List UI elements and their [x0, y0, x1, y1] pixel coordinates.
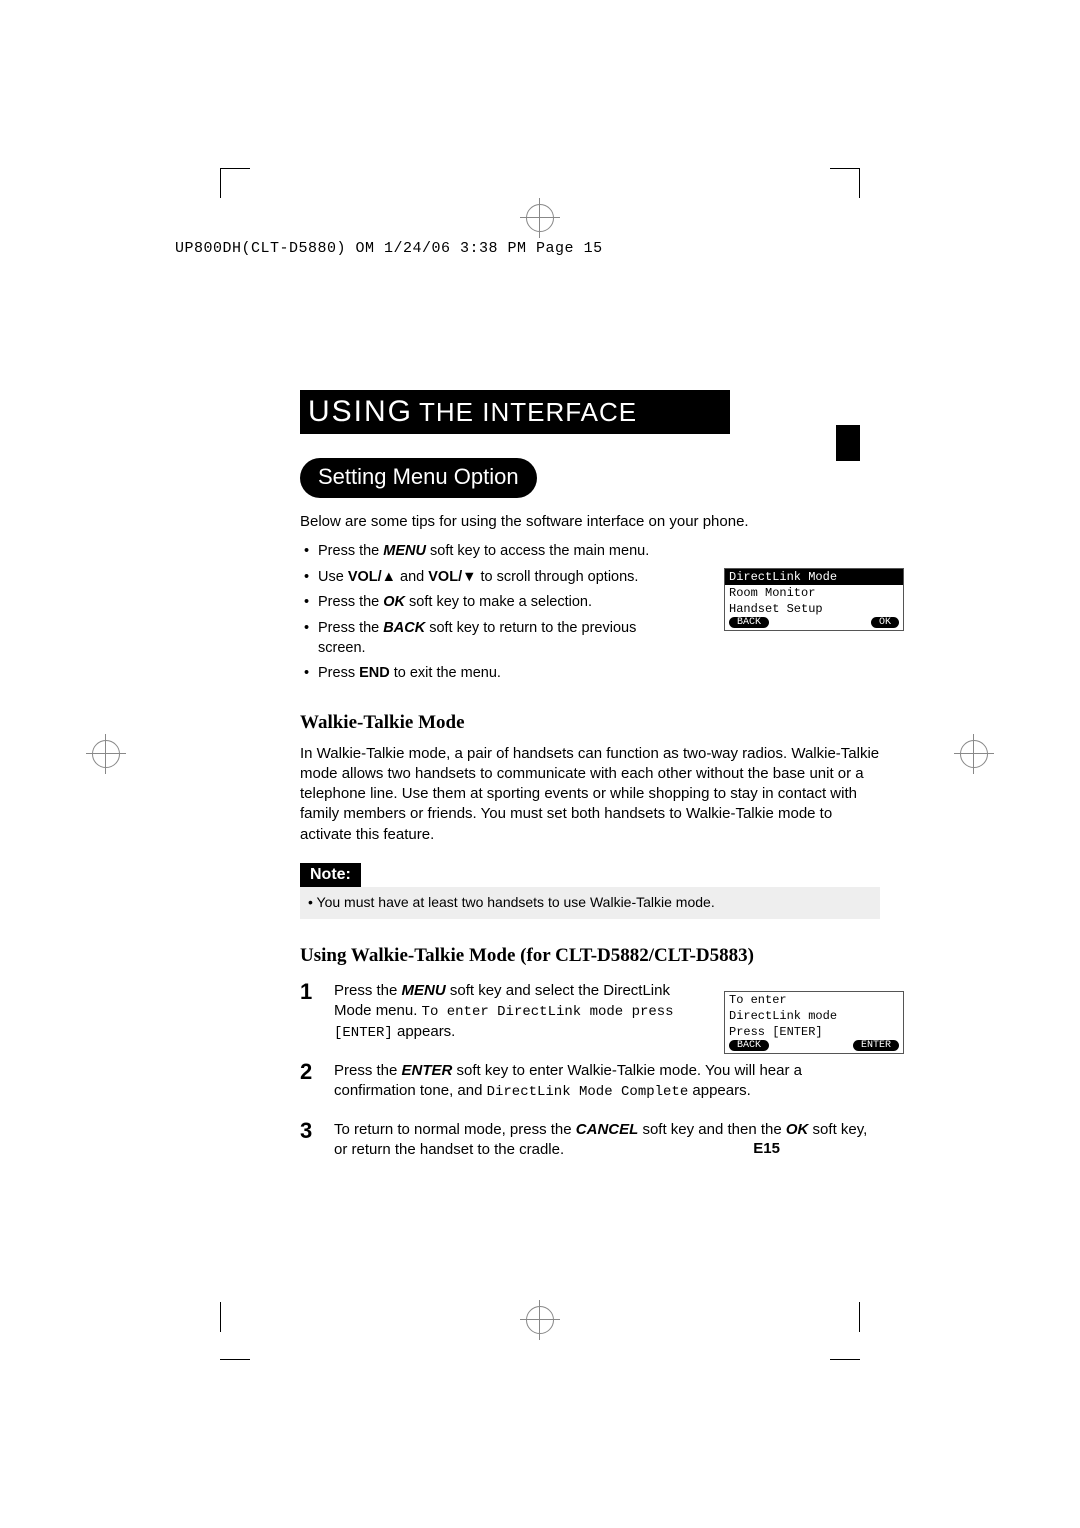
crop-mark: [220, 168, 250, 169]
step-item: 2 Press the ENTER soft key to enter Walk…: [300, 1061, 880, 1102]
step-number: 2: [300, 1057, 312, 1087]
section-pill: Setting Menu Option: [300, 458, 537, 498]
tip-item: Press END to exit the menu.: [300, 664, 680, 684]
lcd-softkeys: BACK OK: [725, 617, 903, 630]
tips-list: Press the MENU soft key to access the ma…: [300, 542, 680, 683]
step-number: 1: [300, 977, 312, 1007]
walkie-talkie-paragraph: In Walkie-Talkie mode, a pair of handset…: [300, 744, 880, 845]
intro-text: Below are some tips for using the softwa…: [300, 512, 880, 532]
crop-mark: [859, 168, 860, 198]
subheading-walkie-talkie: Walkie-Talkie Mode: [300, 712, 880, 734]
step-item: 3 To return to normal mode, press the CA…: [300, 1120, 880, 1161]
subheading-using-wt: Using Walkie-Talkie Mode (for CLT-D5882/…: [300, 945, 880, 967]
lcd-line: To enter: [725, 992, 903, 1008]
tip-item: Press the OK soft key to make a selectio…: [300, 593, 680, 613]
tip-item: Use VOL/▲ and VOL/▼ to scroll through op…: [300, 568, 680, 588]
registration-mark: [522, 200, 558, 236]
chapter-rest: THE INTERFACE: [419, 397, 637, 428]
page-number: E15: [753, 1140, 780, 1157]
tip-item: Press the MENU soft key to access the ma…: [300, 542, 680, 562]
lcd-softkey-back: BACK: [729, 617, 769, 628]
crop-mark: [830, 168, 860, 169]
print-slug: UP800DH(CLT-D5880) OM 1/24/06 3:38 PM Pa…: [175, 240, 603, 257]
lcd-softkey-ok: OK: [871, 617, 899, 628]
note-body: You must have at least two handsets to u…: [300, 887, 880, 919]
lcd-softkeys: BACK ENTER: [725, 1040, 903, 1053]
chapter-heading: USING THE INTERFACE: [300, 390, 730, 434]
crop-mark: [859, 1302, 860, 1332]
lcd-screenshot-directlink: To enter DirectLink mode Press [ENTER] B…: [724, 991, 904, 1054]
registration-mark: [956, 736, 992, 772]
lcd-softkey-back: BACK: [729, 1040, 769, 1051]
lcd-line: DirectLink Mode: [725, 569, 903, 585]
lcd-line: Room Monitor: [725, 585, 903, 601]
registration-mark: [522, 1302, 558, 1338]
lcd-line: Press [ENTER]: [725, 1024, 903, 1040]
note-label: Note:: [300, 863, 361, 887]
step-number: 3: [300, 1116, 312, 1146]
tip-item: Press the BACK soft key to return to the…: [300, 619, 680, 658]
chapter-prefix: USING: [308, 395, 413, 429]
lcd-line: DirectLink mode: [725, 1008, 903, 1024]
lcd-screenshot-menu: DirectLink Mode Room Monitor Handset Set…: [724, 568, 904, 631]
registration-mark: [88, 736, 124, 772]
crop-mark: [830, 1359, 860, 1360]
crop-mark: [220, 1359, 250, 1360]
crop-mark: [220, 168, 221, 198]
lcd-line: Handset Setup: [725, 601, 903, 617]
crop-mark: [220, 1302, 221, 1332]
lcd-softkey-enter: ENTER: [853, 1040, 899, 1051]
